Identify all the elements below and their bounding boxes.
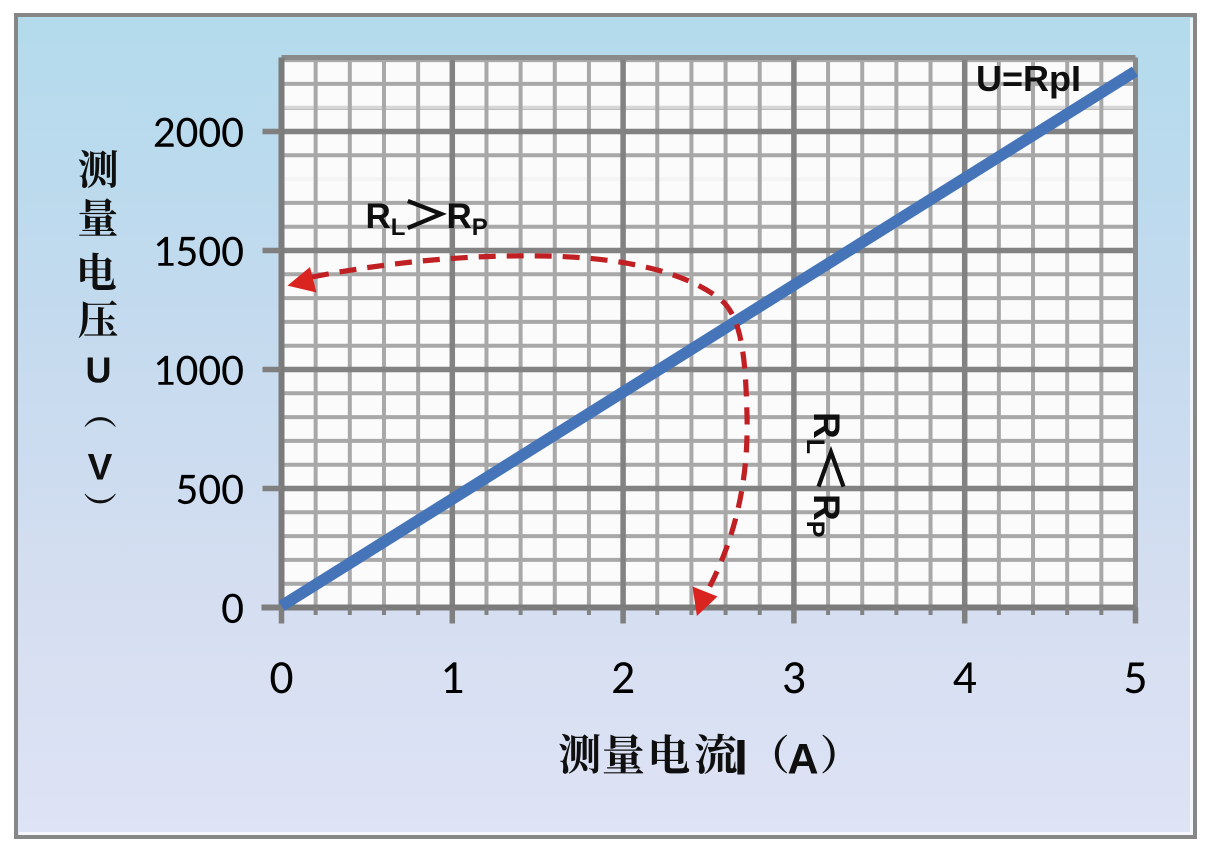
svg-text:A: A (787, 736, 818, 784)
svg-text:RP: RP (447, 197, 488, 241)
svg-text:RL: RL (366, 197, 406, 241)
svg-text:V: V (88, 447, 113, 488)
svg-text:U=RpI: U=RpI (976, 58, 1081, 99)
svg-text:RP: RP (801, 494, 847, 537)
svg-text:U: U (86, 350, 112, 391)
svg-text:I: I (734, 730, 748, 786)
